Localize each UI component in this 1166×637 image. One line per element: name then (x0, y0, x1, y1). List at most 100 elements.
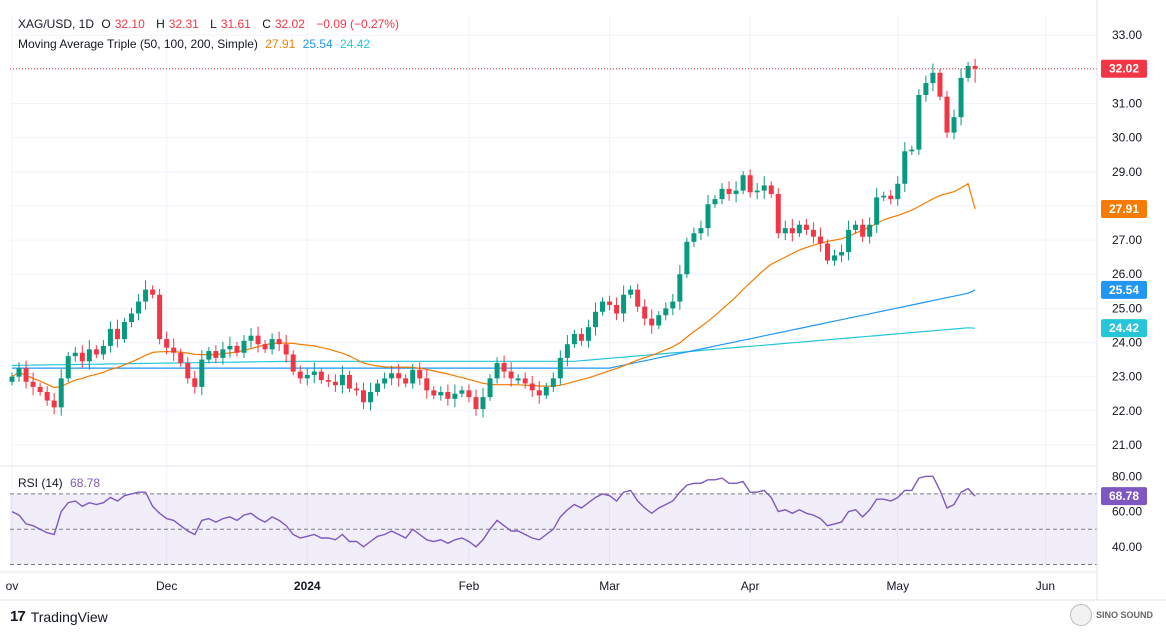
candle-body (382, 378, 388, 384)
candle-body (670, 301, 676, 309)
rsi-tick-label: 80.00 (1112, 469, 1142, 483)
candle-body (592, 311, 598, 328)
candle-body (839, 252, 845, 256)
candle-body (656, 315, 662, 326)
candle-body (803, 224, 809, 230)
candle-body (543, 386, 549, 396)
rsi-pane (0, 465, 1097, 573)
time-tick-label: Mar (599, 579, 620, 593)
candle-body (72, 352, 78, 357)
candle-body (909, 149, 915, 152)
candle-body (529, 383, 535, 391)
price-tag-label: 25.54 (1109, 283, 1139, 297)
candle-body (733, 190, 739, 194)
candle-body (339, 374, 345, 386)
candle-body (740, 175, 746, 191)
candle-body (754, 190, 760, 193)
candle-body (663, 308, 669, 316)
tradingview-brand-text: TradingView (30, 608, 108, 625)
price-tick-label: 30.00 (1112, 131, 1142, 145)
candle-body (874, 197, 880, 225)
axes: 33.0032.0031.0030.0029.0028.0027.0026.00… (0, 0, 1166, 601)
candle-body (747, 175, 753, 193)
candle-body (965, 65, 971, 78)
candle-body (860, 224, 866, 237)
candle-body (227, 345, 233, 350)
candle-body (121, 322, 127, 340)
candle-body (100, 345, 106, 355)
candle-body (789, 228, 795, 234)
candlestick-series (9, 58, 978, 418)
price-tag-label: 27.91 (1109, 202, 1139, 216)
candle-body (930, 72, 936, 84)
candle-body (361, 390, 366, 403)
ma200-line (11, 327, 976, 366)
candle-body (564, 344, 570, 358)
price-tick-label: 23.00 (1112, 370, 1142, 384)
candle-body (642, 306, 648, 319)
price-tick-label: 27.00 (1112, 233, 1142, 247)
candle-body (234, 345, 240, 353)
candle-body (445, 392, 451, 399)
candle-body (923, 83, 929, 95)
candle-body (304, 374, 310, 379)
candle-body (972, 65, 978, 69)
candle-body (353, 388, 359, 391)
candle-body (824, 243, 830, 261)
ma-legend-label: Moving Average Triple (50, 100, 200, Sim… (18, 37, 258, 51)
candle-body (649, 318, 655, 326)
candle-body (375, 383, 381, 393)
candle-body (178, 352, 184, 363)
price-tick-label: 21.00 (1112, 438, 1142, 452)
candle-body (389, 373, 395, 379)
price-tick-label: 26.00 (1112, 267, 1142, 281)
ma200-value: 24.42 (340, 37, 371, 51)
ohlc-legend: XAG/USD, 1D O 32.10 H 32.31 L 31.61 C 32.02 … (18, 17, 403, 31)
candle-body (937, 72, 943, 97)
open-value: 32.10 (114, 17, 145, 31)
candle-body (241, 340, 247, 353)
candle-body (494, 362, 500, 379)
candle-body (438, 392, 444, 396)
candle-body (550, 378, 556, 387)
rsi-tick-label: 40.00 (1112, 540, 1142, 554)
candle-body (726, 188, 732, 194)
tradingview-branding[interactable]: 17 TradingView (10, 608, 108, 625)
candle-body (368, 392, 374, 403)
price-tag-bg (1101, 59, 1147, 78)
price-tick-label: 31.00 (1112, 97, 1142, 111)
candle-body (705, 204, 711, 229)
candle-body (44, 392, 50, 401)
time-tick-label: Dec (156, 579, 177, 593)
sino-sound-watermark: SINO SOUND (1070, 604, 1153, 626)
candle-body (424, 378, 430, 391)
price-tags: 32.02 27.91 25.54 24.42 68.78 (1101, 59, 1147, 506)
candle-body (536, 390, 542, 396)
candle-body (522, 378, 528, 384)
candle-body (796, 224, 802, 234)
candle-body (262, 344, 268, 350)
close-value: 32.02 (274, 17, 305, 31)
candle-body (129, 313, 135, 323)
time-tick-label: 2024 (294, 579, 321, 593)
rsi-line (11, 475, 976, 548)
candle-body (775, 193, 781, 234)
candle-body (136, 301, 142, 314)
candle-body (79, 352, 85, 362)
candle-body (761, 185, 767, 191)
sino-sound-logo-icon (1070, 604, 1092, 626)
time-tick-label: Jun (1036, 579, 1055, 593)
candle-body (677, 274, 683, 302)
candle-body (93, 349, 99, 355)
candle-body (768, 185, 774, 194)
candle-body (37, 386, 43, 393)
candle-body (452, 393, 458, 399)
candle-body (164, 339, 170, 348)
candle-body (185, 362, 191, 379)
price-tag-bg (1101, 200, 1147, 219)
candle-body (691, 233, 697, 242)
rsi-tag-bg (1101, 487, 1147, 506)
candle-body (171, 347, 177, 353)
open-label: O (101, 17, 111, 31)
